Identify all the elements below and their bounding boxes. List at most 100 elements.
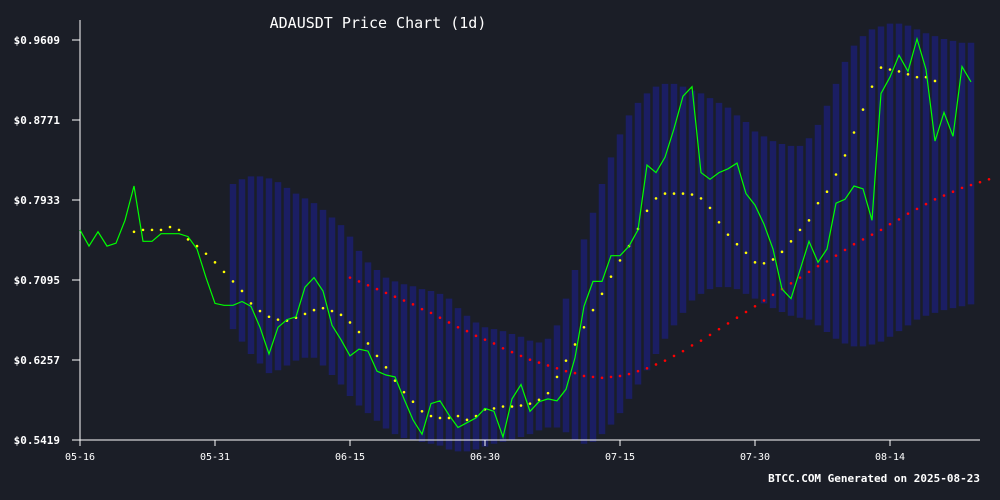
ma-short-point bbox=[699, 197, 703, 200]
ma-short-point bbox=[276, 318, 280, 321]
ma-long-point bbox=[366, 283, 370, 287]
ma-long-point bbox=[582, 374, 586, 378]
ma-long-point bbox=[591, 375, 595, 379]
ma-short-point bbox=[447, 416, 451, 420]
ma-short-point bbox=[384, 366, 388, 369]
ma-long-point bbox=[600, 376, 604, 380]
ma-short-point bbox=[330, 309, 334, 313]
ma-short-point bbox=[258, 309, 262, 313]
ma-short-point bbox=[501, 405, 505, 408]
ma-long-point bbox=[969, 183, 973, 187]
y-tick-label: $0.9609 bbox=[14, 34, 60, 47]
ma-short-point bbox=[600, 292, 604, 296]
ma-long-point bbox=[537, 361, 541, 364]
ma-long-point bbox=[456, 325, 460, 329]
ma-short-point bbox=[735, 242, 739, 246]
ma-short-point bbox=[240, 289, 244, 293]
ma-short-point bbox=[375, 354, 379, 358]
ma-short-point bbox=[510, 405, 514, 408]
series-layer bbox=[79, 36, 991, 440]
ma-long-point bbox=[897, 218, 901, 221]
ma-short-point bbox=[798, 228, 802, 232]
ma-short-point bbox=[213, 261, 217, 264]
ma-short-point bbox=[618, 259, 622, 262]
ma-short-point bbox=[690, 193, 694, 196]
ma-short-point bbox=[852, 131, 856, 134]
ma-short-point bbox=[303, 312, 307, 316]
ma-short-point bbox=[933, 79, 937, 83]
ma-long-point bbox=[753, 304, 757, 308]
ma-short-point bbox=[825, 190, 829, 193]
ma-long-point bbox=[654, 363, 658, 366]
y-tick-label: $0.6257 bbox=[14, 354, 60, 367]
price-line bbox=[79, 36, 972, 440]
ma-long-point bbox=[519, 354, 523, 358]
ma-long-point bbox=[771, 293, 775, 297]
ma-short-point bbox=[231, 280, 235, 283]
ma-long-point bbox=[672, 354, 676, 358]
ma-long-point bbox=[744, 310, 748, 314]
ma-long-point bbox=[951, 190, 955, 193]
ma-short-point bbox=[888, 68, 892, 71]
x-tick-label: 05-31 bbox=[200, 452, 230, 463]
ma-long-point bbox=[357, 280, 361, 283]
ma-long-point bbox=[618, 374, 622, 378]
y-axis-ticks: $0.9609 $0.8771 $0.7933 $0.7095 $0.6257 $0.54… bbox=[14, 34, 80, 447]
ma-long-point bbox=[510, 350, 514, 354]
ma-short-point bbox=[429, 414, 433, 418]
ma-short-point bbox=[528, 402, 532, 405]
ma-long-point bbox=[420, 307, 424, 311]
ma-long-point bbox=[438, 316, 442, 320]
ma-long-point bbox=[384, 291, 388, 295]
ma-long-point bbox=[609, 375, 613, 379]
ma-short-point bbox=[582, 325, 586, 329]
ma-long-point bbox=[663, 359, 667, 362]
ma-short-point bbox=[348, 321, 352, 324]
ma-long-point bbox=[861, 238, 865, 241]
ma-long-point bbox=[564, 369, 568, 373]
ma-short-point bbox=[861, 108, 865, 111]
footer-credit: BTCC.COM Generated on 2025-08-23 bbox=[768, 472, 980, 485]
ma-long-point bbox=[879, 228, 883, 232]
ma-long-point bbox=[555, 367, 559, 370]
ma-long-point bbox=[834, 254, 838, 257]
ma-long-point bbox=[348, 276, 352, 279]
ma-short-point bbox=[753, 261, 757, 264]
x-tick-label: 07-30 bbox=[740, 452, 770, 463]
x-tick-label: 06-30 bbox=[470, 452, 500, 463]
ma-long-point bbox=[843, 248, 847, 252]
ma-long-point bbox=[411, 303, 415, 306]
ma-short-point bbox=[222, 270, 226, 274]
ma-long-point bbox=[717, 327, 721, 331]
ma-long-point bbox=[645, 367, 649, 370]
ma-short-point bbox=[546, 391, 550, 395]
ma-long-point bbox=[933, 198, 937, 201]
ma-short-point bbox=[366, 342, 370, 345]
ma-short-point bbox=[249, 302, 253, 305]
ma-short-point bbox=[411, 400, 415, 404]
ma-short-point bbox=[915, 75, 919, 79]
ma-short-point bbox=[789, 240, 793, 243]
y-tick-label: $0.7095 bbox=[14, 274, 60, 287]
ma-long-point bbox=[636, 369, 640, 373]
x-tick-label: 05-16 bbox=[65, 452, 95, 463]
ma-short-point bbox=[492, 407, 496, 410]
ma-long-point bbox=[501, 346, 505, 350]
ma-short-point bbox=[744, 251, 748, 255]
ma-long-point bbox=[447, 321, 451, 324]
ma-long-point bbox=[915, 207, 919, 211]
ma-short-point bbox=[141, 228, 145, 232]
ma-long-point bbox=[402, 299, 406, 302]
ma-short-point bbox=[807, 219, 811, 222]
ma-short-point bbox=[834, 173, 838, 176]
ma-short-point bbox=[897, 70, 901, 73]
y-tick-label: $0.8771 bbox=[14, 114, 61, 127]
ma-short-point bbox=[717, 220, 721, 224]
ma-long-point bbox=[888, 222, 892, 226]
ma-short-point bbox=[150, 228, 154, 232]
chart-title: ADAUSDT Price Chart (1d) bbox=[270, 14, 487, 32]
ma-short-point bbox=[762, 261, 766, 265]
x-tick-label: 07-15 bbox=[605, 452, 635, 463]
ma-long-point bbox=[429, 311, 433, 315]
